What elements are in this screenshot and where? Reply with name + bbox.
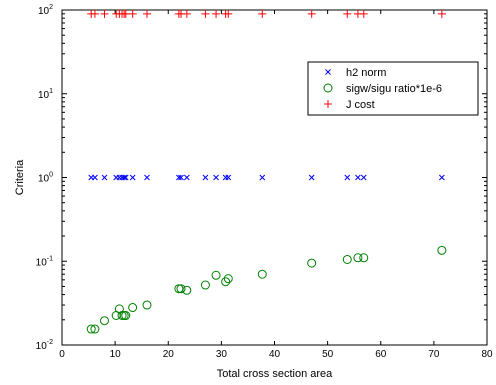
y-tick-label: 101 (38, 88, 53, 101)
point-j-cost (212, 9, 221, 18)
x-tick-label: 20 (163, 349, 175, 360)
legend-label-sigw-sigu-ratio-1e-6: sigw/sigu ratio*1e-6 (346, 83, 442, 95)
legend-label-h2-norm: h2 norm (346, 67, 386, 79)
x-tick-label: 40 (269, 349, 281, 360)
legend-box (307, 61, 479, 116)
point-h2-norm (202, 174, 209, 181)
point-h2-norm (129, 174, 136, 181)
point-h2-norm (144, 174, 150, 181)
point-sigw-sigu-ratio-1e-6 (100, 316, 109, 326)
point-h2-norm (213, 174, 219, 181)
point-h2-norm (344, 174, 351, 181)
point-j-cost (121, 9, 130, 18)
point-h2-norm (92, 174, 98, 181)
point-j-cost (201, 9, 210, 18)
point-j-cost (437, 9, 446, 18)
x-tick-label: 50 (322, 349, 334, 360)
point-h2-norm (308, 174, 315, 181)
legend: h2 norm sigw/sigu ratio*1e-6 J cost (307, 61, 479, 116)
point-sigw-sigu-ratio-1e-6 (86, 324, 96, 334)
point-h2-norm (178, 174, 184, 181)
x-tick-label: 70 (428, 349, 440, 360)
point-sigw-sigu-ratio-1e-6 (359, 253, 369, 263)
point-sigw-sigu-ratio-1e-6 (142, 300, 152, 310)
point-sigw-sigu-ratio-1e-6 (221, 277, 231, 287)
point-sigw-sigu-ratio-1e-6 (437, 245, 447, 255)
point-sigw-sigu-ratio-1e-6 (117, 311, 127, 321)
point-h2-norm (101, 174, 108, 181)
x-tick-label: 80 (481, 349, 493, 360)
point-sigw-sigu-ratio-1e-6 (211, 270, 221, 280)
point-h2-norm (121, 174, 128, 181)
point-h2-norm (259, 174, 266, 181)
point-j-cost (100, 9, 109, 18)
point-j-cost (143, 9, 151, 18)
point-j-cost (258, 9, 267, 18)
y-axis-label: Criteria (14, 159, 26, 195)
point-sigw-sigu-ratio-1e-6 (182, 285, 192, 295)
point-j-cost (90, 9, 99, 18)
point-sigw-sigu-ratio-1e-6 (257, 269, 267, 279)
point-sigw-sigu-ratio-1e-6 (223, 274, 233, 284)
y-tick-label: 10-2 (36, 339, 53, 352)
point-h2-norm (355, 174, 361, 181)
point-sigw-sigu-ratio-1e-6 (353, 253, 363, 263)
point-h2-norm (225, 174, 232, 181)
x-axis-label: Total cross section area (217, 368, 333, 380)
point-j-cost (359, 9, 368, 18)
point-j-cost (343, 9, 352, 18)
y-tick-label: 102 (38, 4, 53, 17)
point-sigw-sigu-ratio-1e-6 (200, 280, 210, 290)
point-h2-norm (438, 174, 445, 181)
y-axis-ticks: 10-2 10-1 100 101 102 (36, 4, 487, 352)
point-j-cost (182, 9, 191, 18)
legend-marker-h2-norm (325, 69, 331, 75)
point-h2-norm (183, 174, 190, 181)
point-sigw-sigu-ratio-1e-6 (342, 254, 352, 264)
point-sigw-sigu-ratio-1e-6 (90, 324, 100, 334)
point-j-cost (307, 9, 316, 18)
x-tick-label: 10 (110, 349, 122, 360)
x-axis-ticks: 0 10 20 30 40 50 60 70 80 (59, 10, 493, 360)
x-tick-label: 60 (375, 349, 387, 360)
legend-items: h2 norm sigw/sigu ratio*1e-6 J cost (323, 67, 442, 111)
x-tick-label: 0 (59, 349, 65, 360)
legend-label-j-cost: J cost (346, 99, 375, 111)
point-sigw-sigu-ratio-1e-6 (121, 311, 131, 321)
point-j-cost (224, 9, 233, 18)
point-j-cost (128, 9, 137, 18)
point-h2-norm (122, 174, 129, 181)
point-h2-norm (176, 174, 182, 181)
legend-marker-sigw-sigu-ratio-1e-6 (323, 83, 333, 93)
x-tick-label: 30 (216, 349, 228, 360)
y-tick-label: 10-1 (36, 255, 53, 268)
point-sigw-sigu-ratio-1e-6 (176, 284, 186, 294)
y-tick-label: 100 (38, 172, 53, 185)
point-sigw-sigu-ratio-1e-6 (128, 303, 138, 313)
point-sigw-sigu-ratio-1e-6 (307, 258, 317, 268)
point-h2-norm (360, 174, 367, 181)
data-marks (86, 9, 447, 334)
legend-marker-j-cost (324, 100, 332, 108)
